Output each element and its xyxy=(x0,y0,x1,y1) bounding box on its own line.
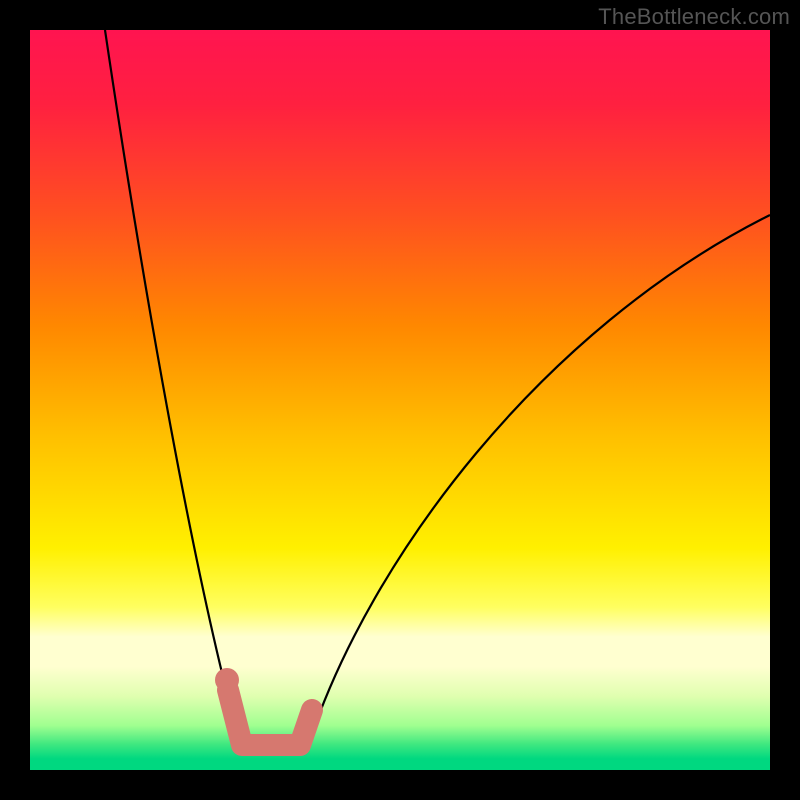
chart-svg xyxy=(0,0,800,800)
bottleneck-marker-dot xyxy=(215,668,239,692)
watermark-text: TheBottleneck.com xyxy=(598,4,790,30)
plot-area xyxy=(30,30,770,770)
chart-canvas: TheBottleneck.com xyxy=(0,0,800,800)
